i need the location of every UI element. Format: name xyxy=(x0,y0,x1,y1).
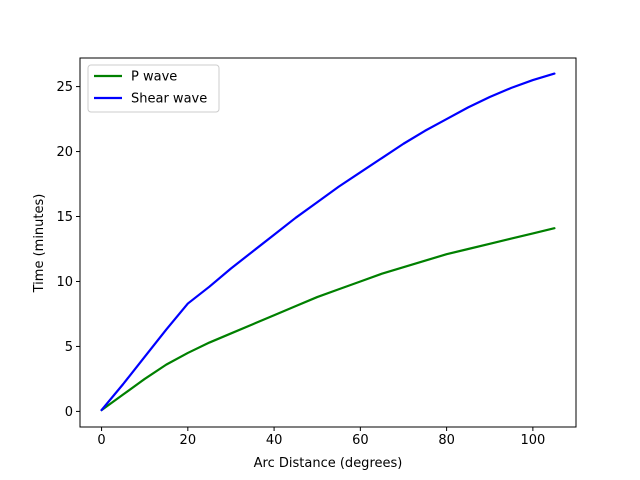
y-tick-label: 0 xyxy=(65,405,73,420)
x-tick-label: 80 xyxy=(438,433,455,448)
y-axis-label: Time (minutes) xyxy=(32,194,47,294)
x-axis-label: Arc Distance (degrees) xyxy=(254,456,403,471)
legend: P wave Shear wave xyxy=(87,64,220,113)
legend-label-shear-wave: Shear wave xyxy=(131,92,207,107)
plot-area: 0 20 40 60 80 100 0 5 10 15 20 25 xyxy=(56,57,577,448)
y-tick-label: 25 xyxy=(56,80,73,95)
x-tick-label: 20 xyxy=(180,433,197,448)
series-line-shear-wave xyxy=(100,72,556,412)
y-tick-label: 10 xyxy=(56,275,73,290)
y-tick-label: 15 xyxy=(56,210,73,225)
legend-label-p-wave: P wave xyxy=(131,70,177,85)
series-line-p-wave xyxy=(100,227,556,412)
y-tick-label: 20 xyxy=(56,145,73,160)
axes-frame xyxy=(79,57,577,428)
x-tick-label: 60 xyxy=(352,433,369,448)
x-tick-label: 0 xyxy=(97,433,105,448)
x-tick-label: 40 xyxy=(266,433,283,448)
y-tick-label: 5 xyxy=(65,340,73,355)
x-tick-label: 100 xyxy=(520,433,545,448)
